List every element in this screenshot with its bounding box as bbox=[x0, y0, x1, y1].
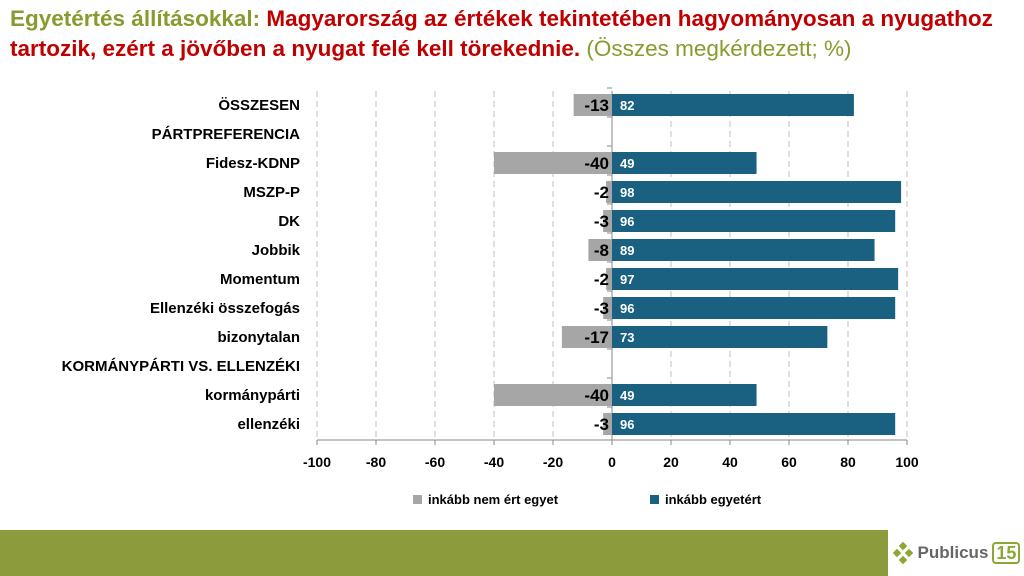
legend-swatch bbox=[413, 495, 422, 504]
bar-disagree bbox=[573, 94, 612, 116]
category-label: Jobbik bbox=[252, 242, 301, 259]
legend-label: inkább egyetért bbox=[665, 492, 762, 507]
category-label: ÖSSZESEN bbox=[218, 97, 300, 114]
bar-disagree bbox=[603, 297, 612, 319]
bar-agree bbox=[612, 326, 828, 348]
x-tick-label: -60 bbox=[425, 454, 445, 470]
category-label: PÁRTPREFERENCIA bbox=[152, 126, 301, 143]
bar-label-disagree: -3 bbox=[594, 212, 609, 231]
bar-disagree bbox=[603, 210, 612, 232]
bar-label-agree: 73 bbox=[620, 330, 634, 345]
bar-label-disagree: -40 bbox=[584, 386, 609, 405]
category-label: Fidesz-KDNP bbox=[206, 155, 300, 172]
logo-diamonds-icon bbox=[892, 542, 913, 564]
bar-disagree bbox=[561, 326, 612, 348]
x-tick-label: 80 bbox=[840, 454, 856, 470]
legend-label: inkább nem ért egyet bbox=[428, 492, 559, 507]
bar-label-agree: 89 bbox=[620, 243, 634, 258]
bar-label-agree: 96 bbox=[620, 417, 634, 432]
category-label: KORMÁNYPÁRTI VS. ELLENZÉKI bbox=[62, 358, 300, 375]
x-tick-label: -20 bbox=[543, 454, 563, 470]
bar-label-disagree: -8 bbox=[594, 241, 609, 260]
bar-agree bbox=[612, 152, 757, 174]
category-label: DK bbox=[278, 213, 300, 230]
bar-disagree bbox=[606, 268, 612, 290]
bar-disagree bbox=[494, 384, 612, 406]
bar-agree bbox=[612, 297, 896, 319]
bar-label-agree: 96 bbox=[620, 301, 634, 316]
category-label: bizonytalan bbox=[217, 329, 300, 346]
bar-label-disagree: -13 bbox=[584, 96, 609, 115]
publicus-logo: Publicus 15 bbox=[888, 530, 1024, 576]
bar-agree bbox=[612, 94, 854, 116]
bar-agree bbox=[612, 413, 896, 435]
category-label: MSZP-P bbox=[243, 184, 300, 201]
category-label: ellenzéki bbox=[237, 416, 300, 433]
bar-label-agree: 96 bbox=[620, 214, 634, 229]
logo-name: Publicus bbox=[917, 543, 989, 562]
category-label: kormánypárti bbox=[205, 387, 300, 404]
x-tick-label: -80 bbox=[366, 454, 386, 470]
bar-label-agree: 49 bbox=[620, 156, 634, 171]
logo-number: 15 bbox=[992, 542, 1021, 564]
legend-swatch bbox=[650, 495, 659, 504]
bar-label-agree: 49 bbox=[620, 388, 634, 403]
x-tick-label: -40 bbox=[484, 454, 504, 470]
bar-label-disagree: -3 bbox=[594, 299, 609, 318]
x-tick-label: 100 bbox=[895, 454, 919, 470]
bar-agree bbox=[612, 384, 757, 406]
bar-disagree bbox=[603, 413, 612, 435]
bar-agree bbox=[612, 268, 899, 290]
bar-disagree bbox=[588, 239, 612, 261]
bar-agree bbox=[612, 210, 896, 232]
x-tick-label: -100 bbox=[303, 454, 331, 470]
title-statement: Magyarország az értékek tekintetében hag… bbox=[10, 6, 993, 61]
category-label: Momentum bbox=[220, 271, 300, 288]
bar-label-agree: 97 bbox=[620, 272, 634, 287]
bar-label-disagree: -3 bbox=[594, 415, 609, 434]
category-label: Ellenzéki összefogás bbox=[150, 300, 300, 317]
title-base: (Összes megkérdezett; %) bbox=[586, 36, 852, 61]
chart-title: Egyetértés állításokkal: Magyarország az… bbox=[10, 4, 1010, 64]
bar-label-disagree: -40 bbox=[584, 154, 609, 173]
title-prefix: Egyetértés állításokkal: bbox=[10, 6, 267, 31]
x-tick-label: 20 bbox=[663, 454, 679, 470]
bar-disagree bbox=[494, 152, 612, 174]
bar-label-disagree: -2 bbox=[594, 270, 609, 289]
footer-band bbox=[0, 530, 1024, 576]
bar-label-disagree: -2 bbox=[594, 183, 609, 202]
x-tick-label: 60 bbox=[781, 454, 797, 470]
bar-agree bbox=[612, 181, 902, 203]
bar-label-agree: 98 bbox=[620, 185, 634, 200]
diverging-bar-chart: -100 -80 -60 -40 -20 0 20 40 60 80 100 ÖSSZESEN -13 8… bbox=[62, 87, 919, 507]
x-tick-label: 40 bbox=[722, 454, 738, 470]
bar-agree bbox=[612, 239, 875, 261]
bar-label-agree: 82 bbox=[620, 98, 634, 113]
bar-disagree bbox=[606, 181, 612, 203]
bar-label-disagree: -17 bbox=[584, 328, 609, 347]
x-tick-label: 0 bbox=[608, 454, 616, 470]
